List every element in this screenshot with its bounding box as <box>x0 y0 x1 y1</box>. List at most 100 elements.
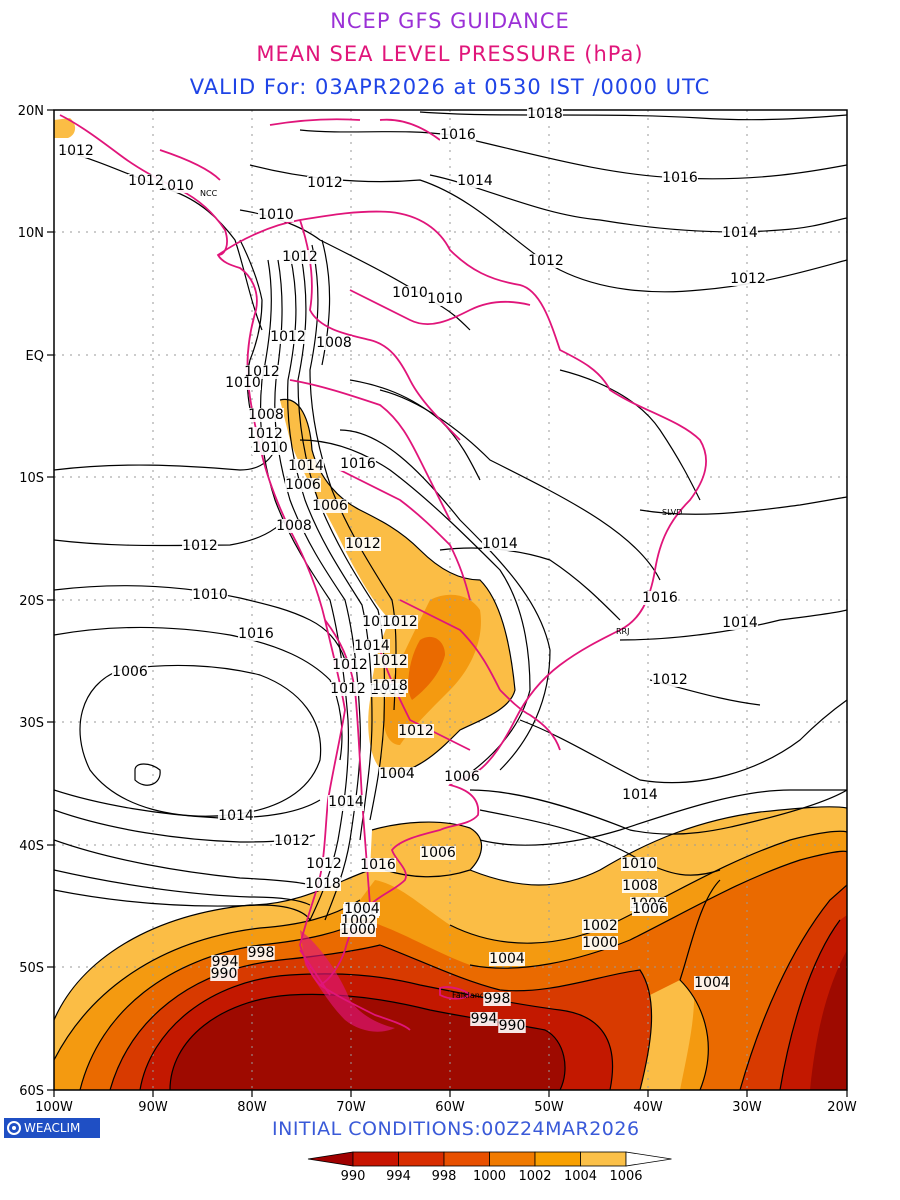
latitude-labels: 20N 10N EQ 10S 20S 30S 40S 50S 60S <box>18 104 44 1099</box>
contour-value-label: 1018 <box>527 106 563 122</box>
coast-falklands <box>439 986 472 1000</box>
contour-value-label: 1012 <box>345 536 381 552</box>
isobar-1014-atl <box>619 609 847 641</box>
contour-value-text: 1012 <box>330 681 366 697</box>
isobar-1012-atl-e <box>639 496 847 515</box>
border-2 <box>349 289 531 325</box>
contour-value-label: 1012 <box>398 723 434 739</box>
lon-label: 90W <box>138 1100 168 1115</box>
contour-value-text: 1012 <box>274 833 310 849</box>
contour-value-label: 1014 <box>288 458 324 474</box>
contour-value-label: 1012 <box>372 653 408 669</box>
contour-value-text: 1018 <box>305 876 341 892</box>
isobar-990-s <box>169 993 566 1090</box>
contour-value-text: 1012 <box>270 329 306 345</box>
contour-value-text: 1014 <box>328 794 364 810</box>
contour-value-label: 1012 <box>307 175 343 191</box>
contour-value-text: 1016 <box>642 590 678 606</box>
weaclim-circle-icon <box>7 1121 21 1135</box>
isobar-layer <box>54 111 847 1090</box>
contour-value-text: 1006 <box>285 477 321 493</box>
contour-value-text: 1008 <box>316 335 352 351</box>
contour-value-label: 1006 <box>420 845 456 861</box>
contour-value-label: 998 <box>247 945 275 961</box>
contour-value-label: 1008 <box>316 335 352 351</box>
isobar-1010-pacific <box>54 449 276 471</box>
contour-value-label: 1014 <box>354 638 390 654</box>
contour-value-text: 1008 <box>248 407 284 423</box>
contour-value-text: 990 <box>211 966 238 982</box>
isobar-1000-atl <box>469 850 847 969</box>
contour-value-text: 1012 <box>307 175 343 191</box>
contour-value-text: 1010 <box>225 375 261 391</box>
isobar-992-east <box>779 919 841 1090</box>
isobar-996-east <box>739 884 847 1090</box>
contour-value-text: 1014 <box>622 787 658 803</box>
station-labels: NCC SLVD RRJ Falkland <box>200 189 682 1000</box>
contour-value-label: 1014 <box>722 615 758 631</box>
fill-lt990 <box>170 950 847 1090</box>
contour-value-text: 1016 <box>238 626 274 642</box>
tierra-del-fuego-pink <box>300 930 395 1032</box>
contour-value-text: 1014 <box>354 638 390 654</box>
contour-value-text: 1006 <box>312 498 348 514</box>
contour-value-label: 990 <box>210 966 238 982</box>
contour-value-label: 1000 <box>340 922 376 938</box>
isobar-andes-1 <box>259 259 350 921</box>
contour-value-text: 1004 <box>379 766 415 782</box>
contour-value-text: 1014 <box>722 225 758 241</box>
lat-label: 10N <box>18 226 44 241</box>
initial-conditions: INITIAL CONDITIONS:00Z24MAR2026 <box>272 1118 640 1140</box>
contour-value-text: 1006 <box>420 845 456 861</box>
contour-value-label: 994 <box>211 954 239 970</box>
isobar-1014-s <box>54 839 311 886</box>
lon-label: 20W <box>827 1100 857 1115</box>
contour-value-label: 1002 <box>582 918 618 934</box>
contour-value-label: 1006 <box>112 664 148 680</box>
contour-value-text: 1014 <box>457 173 493 189</box>
title-valid-time: VALID For: 03APR2026 at 0530 IST /0000 U… <box>189 75 711 99</box>
contour-value-label: 1006 <box>444 769 480 785</box>
contour-value-label: 1014 <box>457 173 493 189</box>
weaclim-logo-text: WEACLIM <box>24 1121 81 1135</box>
contour-value-label: 990 <box>498 1018 526 1034</box>
contour-value-label: 1010 <box>225 375 261 391</box>
contour-value-label: 1012 <box>247 426 283 442</box>
border-6 <box>379 649 471 751</box>
axis-ticks <box>47 109 848 1097</box>
contour-value-label: 1018 <box>305 876 341 892</box>
isobar-andes-3 <box>287 254 373 841</box>
contour-value-text: 1010 <box>252 440 288 456</box>
contour-value-label: 1004 <box>379 766 415 782</box>
contour-value-text: 1004 <box>344 901 380 917</box>
contour-value-label: 1012 <box>58 143 94 159</box>
contour-value-text: 1012 <box>652 672 688 688</box>
contour-value-label: 1000 <box>582 935 618 951</box>
contour-value-label: 1006 <box>632 901 668 917</box>
coast-south-america <box>216 210 707 987</box>
border-1 <box>299 219 461 441</box>
isobar-1012-ne <box>559 369 701 501</box>
contour-value-label: 1012 <box>652 672 688 688</box>
contour-value-text: 1000 <box>340 922 376 938</box>
contour-value-label: 1008 <box>622 878 658 894</box>
contour-value-text: 1012 <box>398 723 434 739</box>
isobar-994-s <box>139 973 614 1090</box>
station-label: RRJ <box>616 627 629 636</box>
isobar-1010-ne <box>439 547 621 621</box>
contour-value-text: 1014 <box>288 458 324 474</box>
isobar-1002-s <box>54 899 361 1061</box>
contour-value-text: 1016 <box>662 170 698 186</box>
coast-caribbean <box>159 118 441 181</box>
contour-value-text: 1014 <box>722 615 758 631</box>
contour-value-text: 1012 <box>58 143 94 159</box>
station-label: NCC <box>200 189 218 198</box>
isobar-andes-2 <box>274 259 361 921</box>
contour-value-text: 998 <box>248 945 275 961</box>
fill-nw-corner <box>54 118 76 138</box>
isobar-andes-4 <box>297 249 386 821</box>
isobar-1000-s <box>79 919 366 1090</box>
contour-value-text: 1004 <box>694 975 730 991</box>
